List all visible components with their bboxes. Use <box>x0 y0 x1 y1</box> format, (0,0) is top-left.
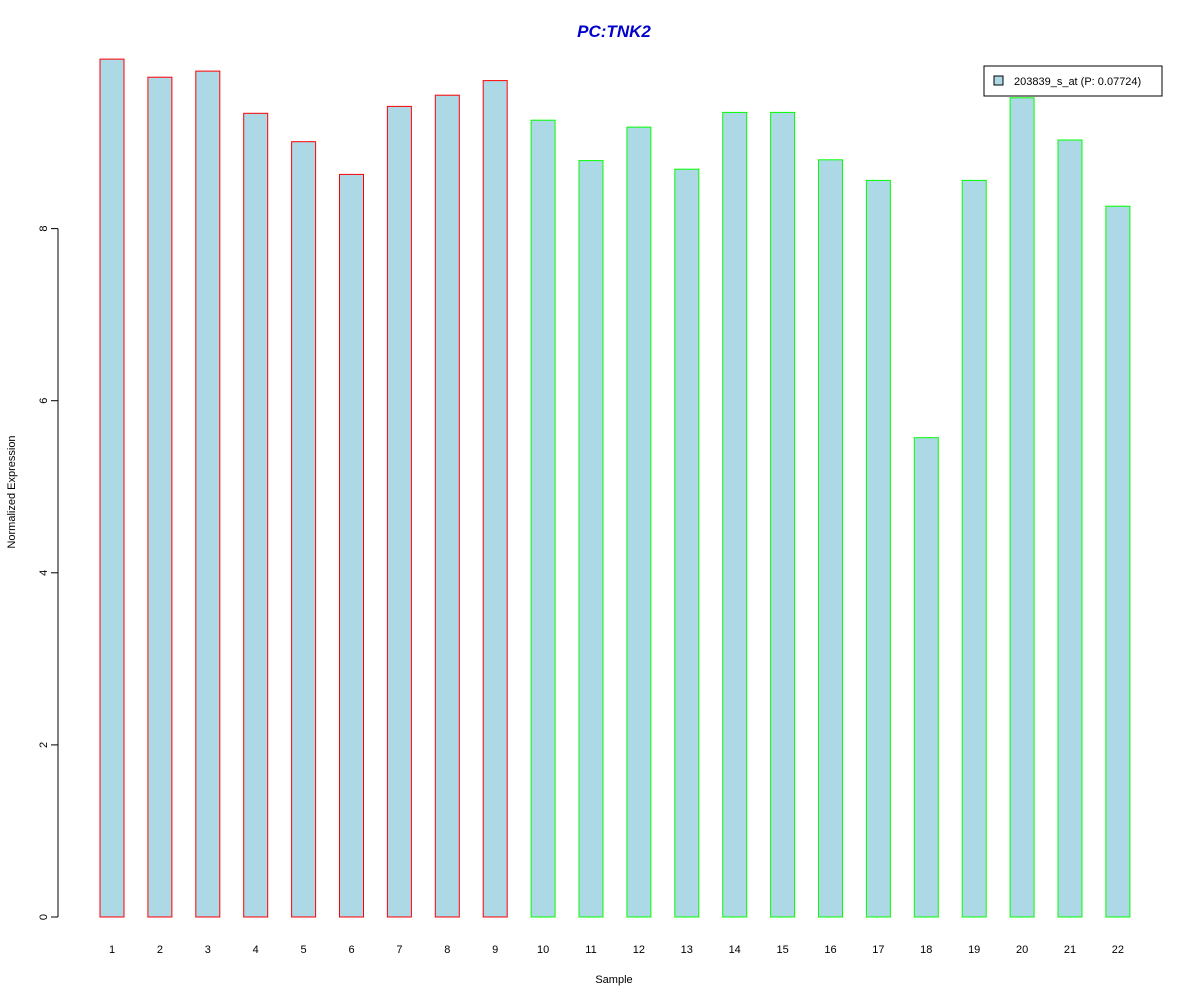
y-tick-label: 8 <box>38 226 50 232</box>
x-tick-label: 12 <box>633 944 645 956</box>
x-tick-label: 1 <box>109 944 115 956</box>
x-tick-label: 16 <box>824 944 836 956</box>
x-axis-label: Sample <box>595 974 632 986</box>
x-tick-label: 6 <box>348 944 354 956</box>
y-tick-label: 0 <box>38 914 50 920</box>
bar-sample-13 <box>674 168 700 918</box>
x-tick-label: 4 <box>253 944 259 956</box>
x-tick-label: 2 <box>157 944 163 956</box>
x-tick-label: 22 <box>1112 944 1124 956</box>
bar-sample-19 <box>961 179 987 918</box>
bar-sample-20 <box>1009 97 1035 918</box>
x-tick-label: 11 <box>585 944 596 956</box>
x-tick-label: 18 <box>920 944 932 956</box>
y-axis-label: Normalized Expression <box>6 435 18 548</box>
bar-sample-16 <box>818 159 843 918</box>
y-axis: 0 2 4 6 8 <box>38 226 59 920</box>
bar-sample-6 <box>339 173 364 918</box>
x-tick-label: 17 <box>872 944 884 956</box>
x-tick-label: 5 <box>301 944 307 956</box>
bar-sample-2 <box>147 76 173 918</box>
legend-swatch <box>993 75 1004 86</box>
legend: 203839_s_at (P: 0.07724) <box>983 65 1163 97</box>
x-tick-label: 21 <box>1064 944 1076 956</box>
bar-sample-1 <box>99 58 125 918</box>
y-tick-label: 4 <box>38 570 50 576</box>
bar-sample-21 <box>1057 139 1083 918</box>
chart-title: PC:TNK2 <box>577 22 651 41</box>
bar-sample-22 <box>1105 205 1131 918</box>
bar-sample-15 <box>770 111 796 918</box>
bar-sample-17 <box>865 179 891 918</box>
bar-sample-12 <box>626 126 652 918</box>
bar-sample-4 <box>243 112 269 918</box>
y-tick-label: 6 <box>38 398 50 404</box>
bar-sample-8 <box>434 94 460 918</box>
x-tick-label: 8 <box>444 944 450 956</box>
bar-sample-10 <box>530 119 556 918</box>
bars-group <box>99 58 1131 918</box>
bar-sample-14 <box>722 111 748 918</box>
x-tick-label: 15 <box>776 944 788 956</box>
x-tick-label: 10 <box>537 944 549 956</box>
bar-sample-18 <box>913 437 939 918</box>
legend-box <box>983 65 1163 97</box>
x-tick-label: 3 <box>205 944 211 956</box>
bar-sample-11 <box>578 160 604 918</box>
x-tick-label: 9 <box>492 944 498 956</box>
legend-label: 203839_s_at (P: 0.07724) <box>1014 76 1141 88</box>
x-tick-label: 20 <box>1016 944 1028 956</box>
bar-sample-5 <box>291 141 317 918</box>
y-tick-label: 2 <box>38 742 50 748</box>
x-tick-label: 14 <box>729 944 741 956</box>
x-tick-label: 19 <box>968 944 980 956</box>
x-tick-label: 13 <box>681 944 693 956</box>
bar-sample-9 <box>482 80 508 918</box>
x-tick-label: 7 <box>396 944 402 956</box>
bar-sample-7 <box>386 105 412 918</box>
x-tick-labels: 1 2 3 4 5 6 7 8 9 10 11 12 13 14 15 16 17 18 19 20 21 22 <box>109 944 1124 956</box>
bar-sample-3 <box>195 70 221 918</box>
